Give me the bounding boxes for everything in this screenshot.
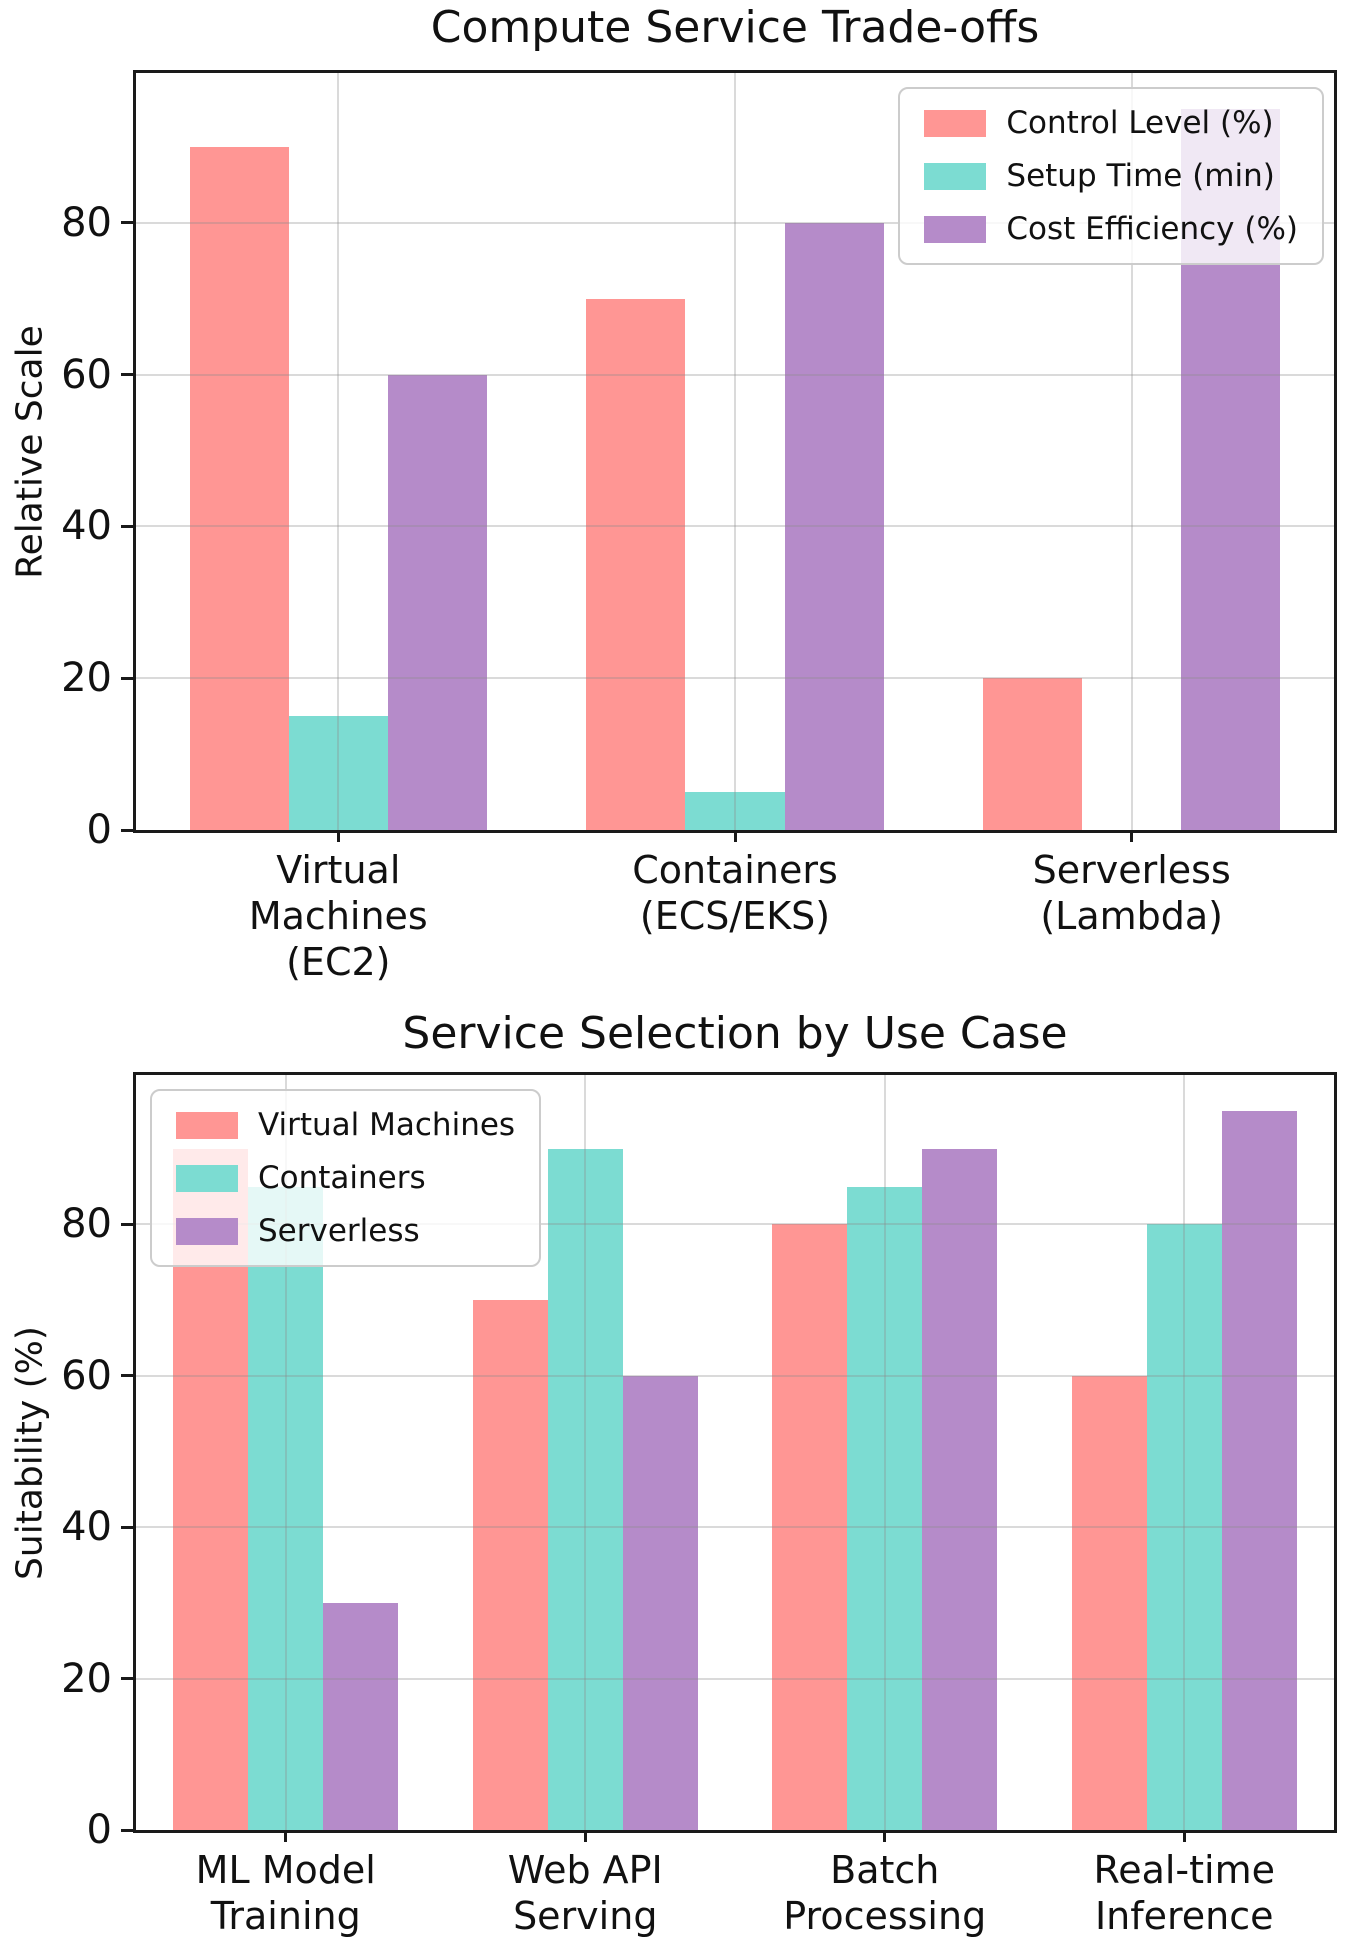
- x-tick-mark: [733, 830, 737, 842]
- bar-virtual-machines-1: [472, 1300, 548, 1830]
- x-tick-mark: [284, 1830, 288, 1842]
- y-tick-mark: [121, 1374, 133, 1378]
- bar-control-level-0: [189, 146, 289, 830]
- legend-item: Setup Time (min): [924, 158, 1298, 194]
- bar-cost-efficiency-0: [387, 374, 488, 830]
- legend-swatch: [924, 215, 987, 243]
- legend-label: Cost Efficiency (%): [1006, 211, 1298, 247]
- bar-containers-1: [547, 1148, 623, 1830]
- bar-control-level-1: [586, 298, 686, 830]
- y-tick-label: 40: [61, 503, 112, 550]
- y-tick-mark: [121, 1525, 133, 1529]
- x-tick-label: Containers (ECS/EKS): [632, 848, 838, 938]
- gridline-horizontal: [136, 1677, 1334, 1680]
- legend-swatch: [176, 1111, 238, 1139]
- y-tick-mark: [121, 1222, 133, 1226]
- x-tick-label: ML Model Training: [195, 1848, 376, 1938]
- plot-area: Control Level (%) Setup Time (min) Cost Ef…: [133, 70, 1337, 833]
- bar-setup-time-min-0: [288, 716, 388, 830]
- bar-serverless-2: [922, 1148, 998, 1830]
- y-tick-label: 60: [61, 1352, 112, 1399]
- chart-compute-tradeoffs: Compute Service Trade-offs Relative Scal…: [10, 2, 1337, 984]
- legend: Control Level (%) Setup Time (min) Cost Ef…: [898, 87, 1324, 265]
- y-tick-mark: [121, 524, 133, 528]
- chart-title: Service Selection by Use Case: [402, 1008, 1068, 1059]
- gridline-vertical: [1130, 73, 1133, 830]
- y-tick-mark: [121, 1828, 133, 1832]
- gridline-vertical: [284, 1075, 287, 1830]
- legend-swatch: [176, 1217, 238, 1245]
- x-tick-mark: [1130, 830, 1134, 842]
- bar-control-level-2: [982, 678, 1083, 830]
- y-tick-mark: [121, 1677, 133, 1681]
- x-tick-mark: [883, 1830, 887, 1842]
- gridline-vertical: [883, 1075, 886, 1830]
- bar-virtual-machines-2: [772, 1224, 848, 1830]
- gridline-vertical: [1183, 1075, 1186, 1830]
- x-tick-label: Serverless (Lambda): [1032, 848, 1231, 938]
- x-tick-mark: [336, 830, 340, 842]
- y-tick-mark: [121, 676, 133, 680]
- y-tick-label: 40: [61, 1504, 112, 1551]
- bar-cost-efficiency-1: [784, 222, 884, 830]
- legend-label: Containers: [258, 1160, 426, 1196]
- legend-label: Control Level (%): [1006, 105, 1274, 141]
- legend: Virtual Machines Containers Serverless: [150, 1089, 542, 1267]
- y-tick-mark: [121, 373, 133, 377]
- chart-service-selection: Service Selection by Use Case Suitabilit…: [0, 994, 1359, 1954]
- y-tick-label: 0: [86, 807, 112, 853]
- bar-virtual-machines-3: [1071, 1375, 1147, 1830]
- legend-item: Serverless: [176, 1213, 515, 1249]
- bar-serverless-0: [323, 1602, 399, 1830]
- bar-setup-time-min-1: [685, 792, 785, 830]
- x-tick-label: Real-time Inference: [1093, 1848, 1275, 1938]
- chart-title: Compute Service Trade-offs: [430, 2, 1040, 53]
- gridline-vertical: [734, 73, 736, 830]
- bar-containers-2: [847, 1186, 923, 1830]
- x-tick-label: Virtual Machines (EC2): [248, 848, 428, 984]
- y-tick-label: 80: [61, 1201, 112, 1248]
- gridline-horizontal: [136, 525, 1334, 528]
- bar-serverless-1: [622, 1375, 698, 1830]
- legend-item: Cost Efficiency (%): [924, 211, 1298, 247]
- gridline-horizontal: [136, 1223, 1334, 1226]
- legend-label: Setup Time (min): [1006, 158, 1275, 194]
- legend-swatch: [924, 162, 987, 190]
- legend-swatch: [176, 1164, 238, 1192]
- legend-label: Serverless: [258, 1213, 420, 1249]
- gridline-horizontal: [136, 373, 1334, 376]
- y-tick-label: 20: [61, 655, 112, 702]
- legend-item: Containers: [176, 1160, 515, 1196]
- gridline-horizontal: [136, 677, 1334, 680]
- x-tick-label: Batch Processing: [783, 1848, 987, 1938]
- gridline-horizontal: [136, 1374, 1334, 1377]
- plot-area: Virtual Machines Containers Serverless: [133, 1072, 1337, 1833]
- legend-item: Virtual Machines: [176, 1107, 515, 1143]
- gridline-horizontal: [136, 1526, 1334, 1529]
- legend-item: Control Level (%): [924, 105, 1298, 141]
- bar-serverless-3: [1221, 1110, 1297, 1830]
- legend-label: Virtual Machines: [258, 1107, 516, 1143]
- y-tick-mark: [121, 828, 133, 832]
- y-tick-label: 0: [86, 1807, 112, 1853]
- y-tick-label: 60: [61, 351, 112, 398]
- gridline-vertical: [337, 73, 340, 830]
- bar-containers-3: [1146, 1224, 1222, 1830]
- legend-swatch: [924, 109, 987, 137]
- y-tick-mark: [121, 221, 133, 225]
- bar-containers-0: [248, 1186, 324, 1830]
- y-tick-label: 80: [61, 199, 112, 246]
- x-tick-label: Web API Serving: [507, 1848, 663, 1938]
- x-tick-mark: [1182, 1830, 1186, 1842]
- y-tick-label: 20: [61, 1655, 112, 1702]
- x-tick-mark: [583, 1830, 587, 1842]
- gridline-vertical: [584, 1075, 587, 1830]
- gridline-horizontal: [136, 221, 1334, 224]
